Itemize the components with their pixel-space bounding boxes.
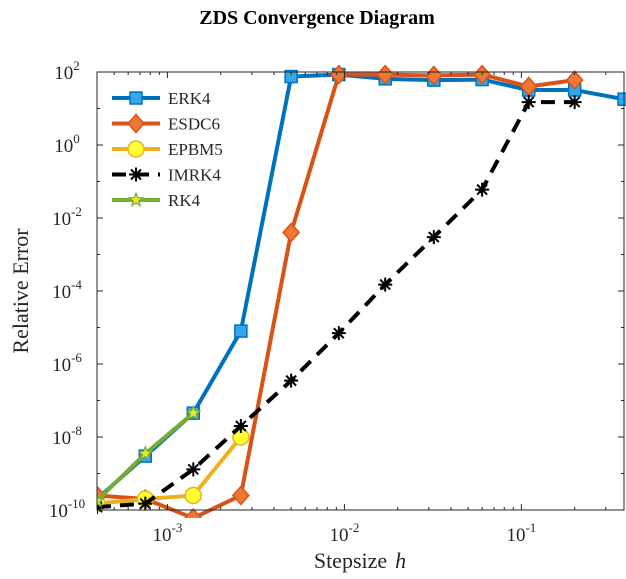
data-point-imrk4 xyxy=(331,326,346,341)
series-imrk4 xyxy=(97,95,582,515)
y-axis-label: Relative Error xyxy=(8,228,33,354)
series-rk4 xyxy=(97,404,202,508)
series-line-imrk4 xyxy=(97,100,575,510)
data-point-imrk4 xyxy=(284,373,299,388)
data-point-imrk4 xyxy=(378,277,393,292)
legend-swatch-marker xyxy=(126,113,146,134)
series-line-epbm5 xyxy=(97,435,243,506)
data-point-rk4 xyxy=(137,444,154,461)
data-point-imrk4 xyxy=(426,230,441,245)
x-axis-label: Stepsize h xyxy=(314,548,406,573)
data-point-imrk4 xyxy=(186,462,201,477)
axes-box xyxy=(96,71,625,511)
legend-swatch-marker xyxy=(127,140,145,158)
x-axis-label-var: h xyxy=(395,548,406,573)
legend-swatch-marker xyxy=(129,91,143,105)
series-line-erk4 xyxy=(97,72,625,501)
data-point-imrk4 xyxy=(475,182,490,197)
y-tick-label: 10-6 xyxy=(52,350,82,376)
legend-entry-erk4: ERK4 xyxy=(112,89,211,108)
data-point-imrk4 xyxy=(233,419,248,434)
data-point-epbm5 xyxy=(184,486,203,505)
y-tick-label: 10-4 xyxy=(52,277,82,303)
data-point-esdc6 xyxy=(282,222,301,243)
x-tick-label: 10-2 xyxy=(329,520,359,546)
legend-label: ERK4 xyxy=(168,89,211,108)
data-point-rk4 xyxy=(185,404,202,421)
y-tick-label: 100 xyxy=(54,131,80,157)
y-tick-label: 10-10 xyxy=(49,496,85,522)
legend-entry-imrk4: IMRK4 xyxy=(112,166,221,185)
data-point-esdc6 xyxy=(231,485,250,506)
series-esdc6 xyxy=(97,64,584,518)
data-point-esdc6 xyxy=(184,507,203,518)
x-tick-label: 10-3 xyxy=(153,520,183,546)
legend: ERK4 ESDC6 EPBM5 IMRK4 RK4 xyxy=(112,89,223,210)
x-axis-label-text: Stepsize xyxy=(314,548,387,573)
data-point-erk4 xyxy=(617,92,626,106)
legend-entry-rk4: RK4 xyxy=(112,191,201,210)
legend-swatch-marker xyxy=(129,167,143,182)
legend-entry-epbm5: EPBM5 xyxy=(112,140,223,159)
data-point-imrk4 xyxy=(138,496,153,511)
legend-label: ESDC6 xyxy=(168,115,220,134)
x-tick-label: 10-1 xyxy=(506,520,536,546)
data-point-esdc6 xyxy=(565,69,584,91)
data-point-imrk4 xyxy=(521,95,536,110)
y-tick-label: 10-2 xyxy=(52,204,82,230)
legend-swatch-marker xyxy=(127,191,145,208)
data-point-imrk4 xyxy=(567,95,582,110)
y-tick-label: 102 xyxy=(54,58,80,84)
legend-label: RK4 xyxy=(168,191,201,210)
data-point-erk4 xyxy=(234,324,248,338)
legend-label: EPBM5 xyxy=(168,140,223,159)
chart-title: ZDS Convergence Diagram xyxy=(199,7,435,29)
data-point-rk4 xyxy=(97,492,106,508)
legend-entry-esdc6: ESDC6 xyxy=(112,113,220,134)
series-erk4 xyxy=(97,67,626,506)
data-point-erk4 xyxy=(284,69,298,84)
y-tick-label: 10-8 xyxy=(52,423,82,449)
legend-label: IMRK4 xyxy=(168,166,221,185)
